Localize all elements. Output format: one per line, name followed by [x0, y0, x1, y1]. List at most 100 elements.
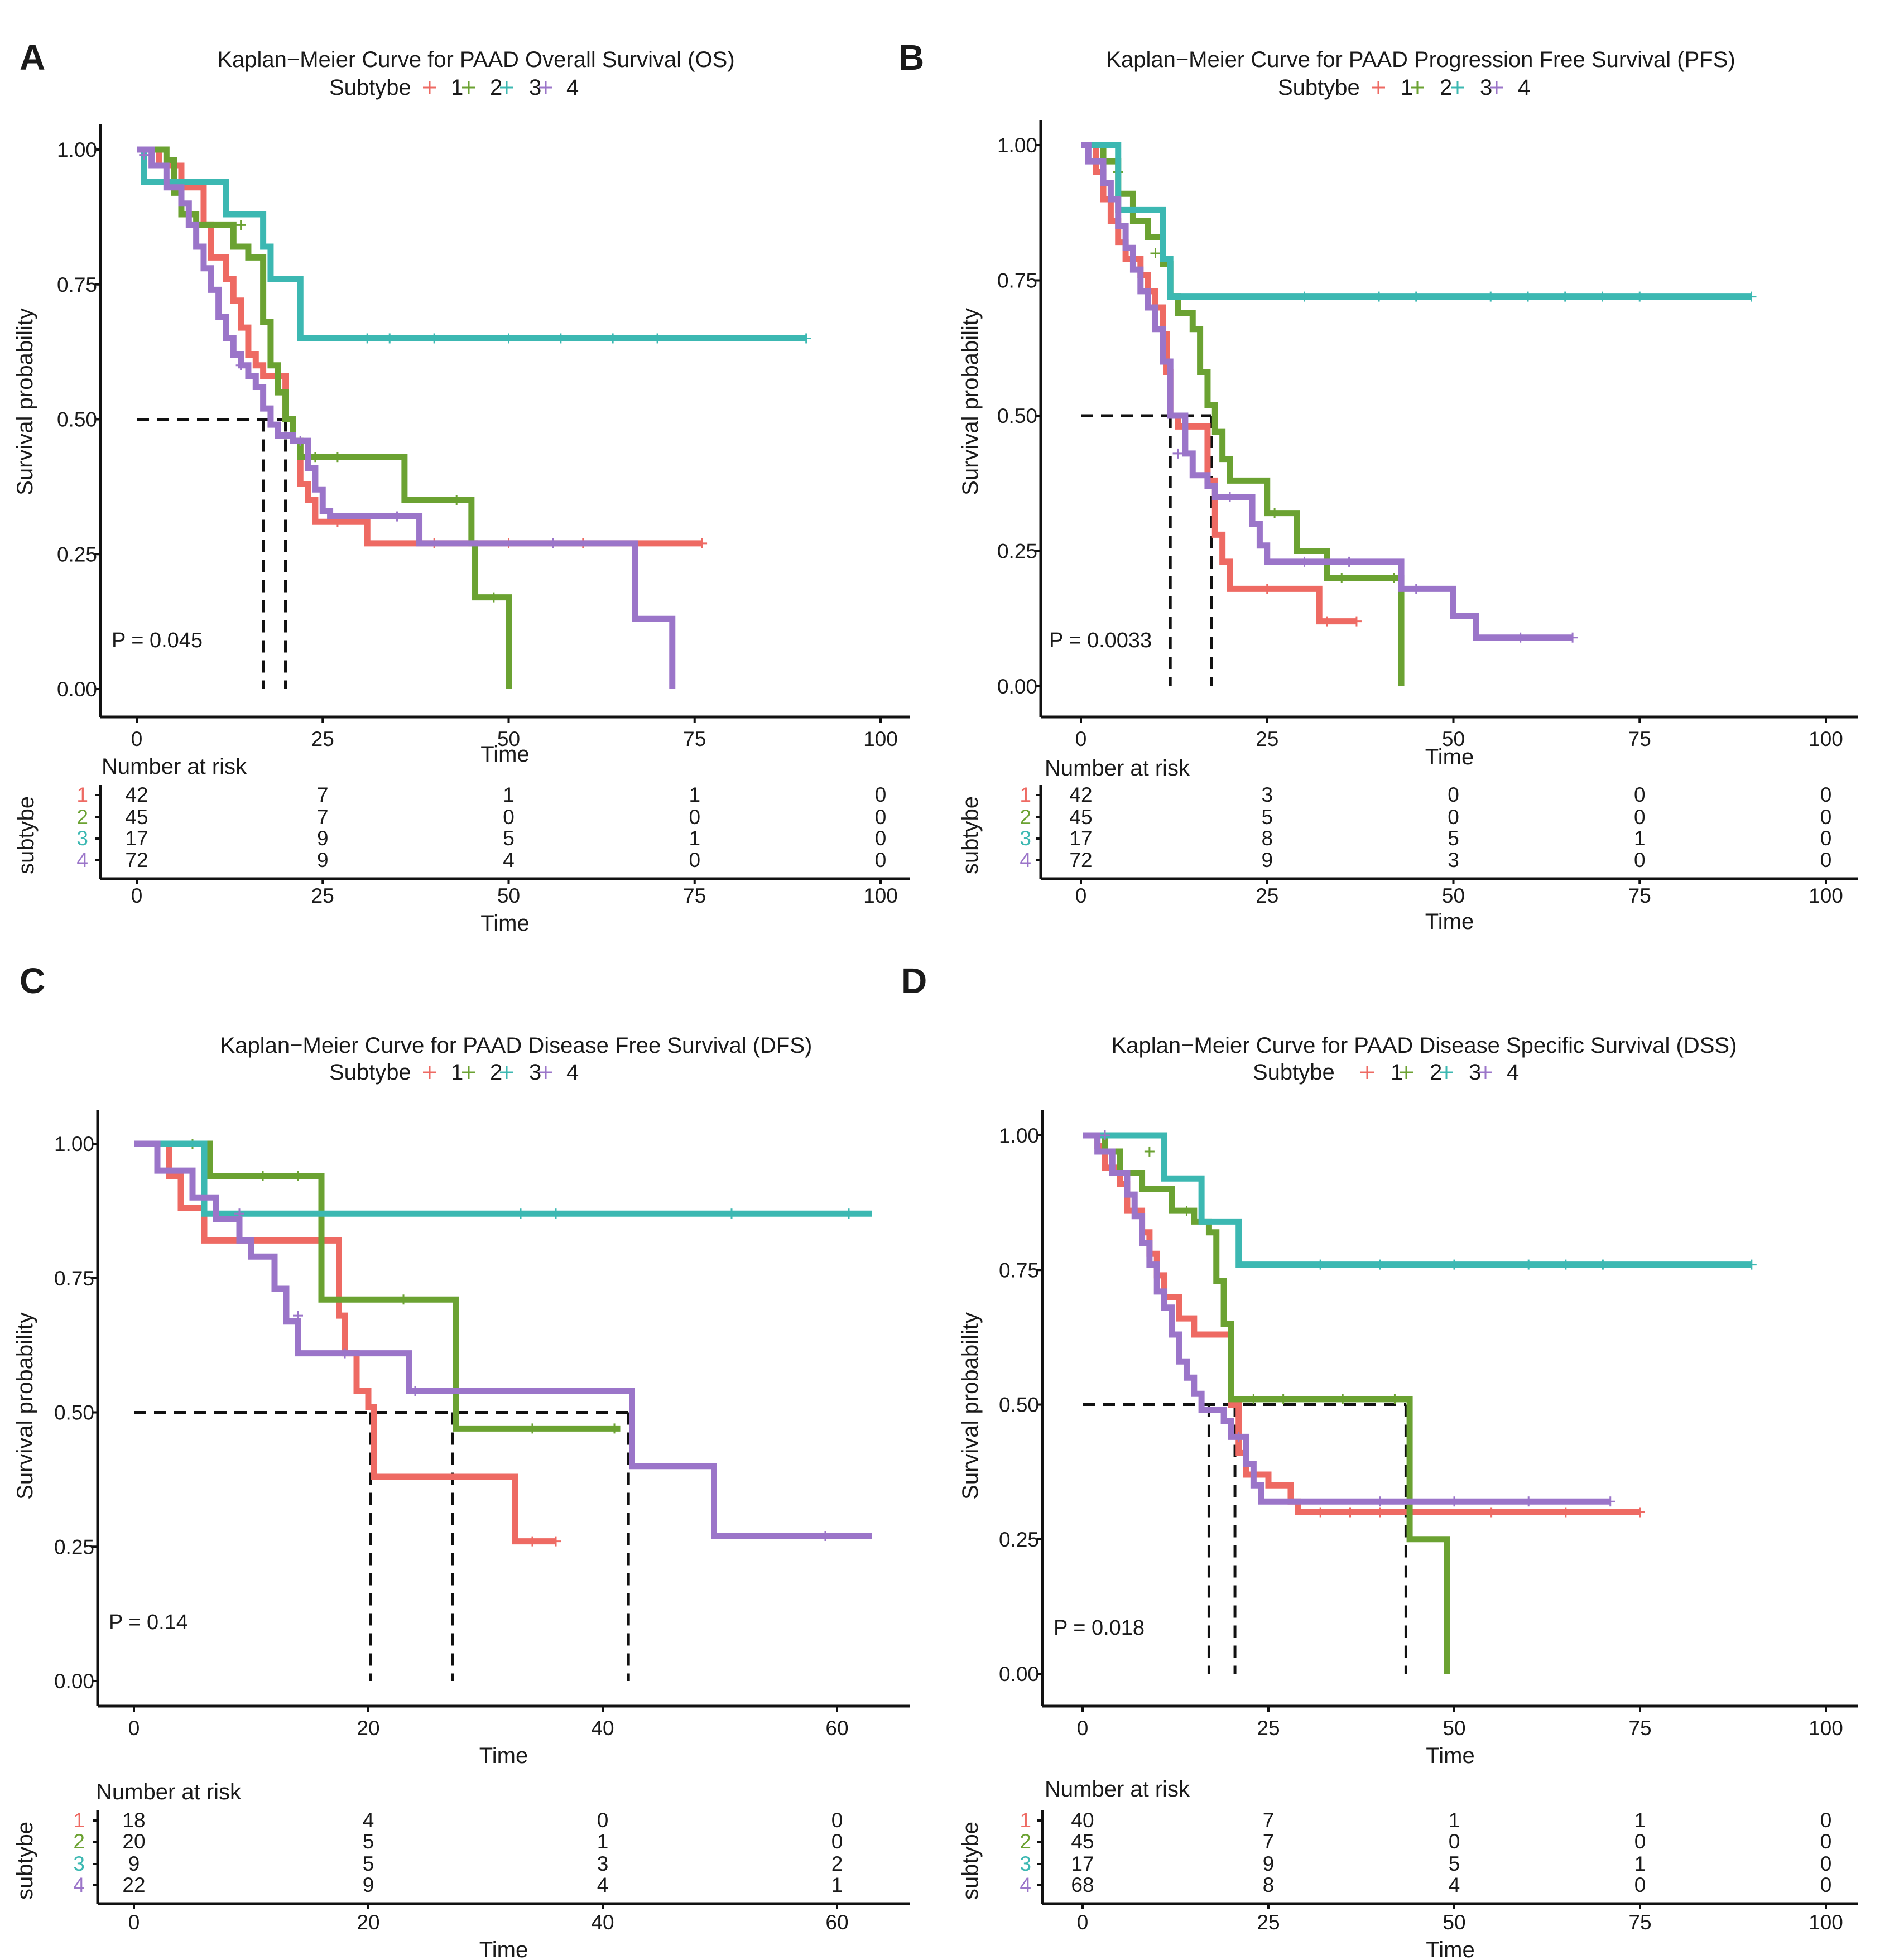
y-tick-label: 0.00 [999, 1663, 1039, 1685]
legend-label-2: 2 [490, 1060, 502, 1085]
censor-mark-4 [139, 150, 150, 160]
censor-mark-2 [451, 495, 462, 505]
censor-mark-4 [820, 1530, 830, 1541]
panel-c: C Kaplan−Meier Curve for PAAD Disease Fre… [13, 961, 910, 1960]
x-tick-label: 50 [497, 728, 520, 750]
censor-mark-1 [527, 1536, 537, 1547]
censor-mark-3 [1374, 1259, 1385, 1270]
risk-count: 1 [503, 783, 515, 806]
legend-label-4: 4 [566, 1060, 579, 1085]
censor-mark-3 [1523, 1259, 1534, 1270]
y-tick-label: 0.75 [57, 273, 97, 296]
y-tick-label: 0.00 [57, 678, 97, 701]
censor-mark-2 [235, 220, 246, 230]
x-tick-label: 50 [1442, 728, 1465, 750]
risk-count: 68 [1071, 1874, 1094, 1896]
y-axis-label: Survival probability [13, 308, 37, 495]
risk-table-y-label: subtybe [13, 1822, 37, 1900]
risk-count: 3 [1448, 849, 1459, 871]
y-tick-label: 0.50 [54, 1402, 94, 1424]
risk-table-x-tick-label: 40 [591, 1911, 614, 1934]
censor-mark-4 [1172, 448, 1183, 459]
censor-mark-2 [1388, 573, 1399, 583]
censor-mark-4 [1449, 1496, 1459, 1507]
risk-table-x-tick-label: 25 [311, 884, 334, 907]
censor-mark-3 [1485, 291, 1496, 302]
censor-mark-1 [697, 538, 708, 548]
risk-table-x-label: Time [1425, 909, 1474, 934]
risk-count: 1 [1449, 1809, 1460, 1832]
legend-label-1: 1 [1391, 1060, 1403, 1085]
risk-count: 7 [317, 783, 329, 806]
legend-title: Subtybe [329, 1060, 411, 1085]
risk-count: 42 [125, 783, 148, 806]
risk-count: 7 [1263, 1830, 1275, 1853]
censor-mark-1 [1345, 1507, 1355, 1518]
censor-mark-4 [293, 1311, 303, 1321]
legend-key-3 [500, 81, 513, 94]
censor-mark-3 [1634, 291, 1645, 302]
risk-count: 1 [1634, 1852, 1646, 1875]
legend-label-4: 4 [566, 75, 579, 100]
y-tick-label: 1.00 [997, 134, 1037, 157]
y-tick-label: 0.50 [999, 1394, 1039, 1417]
risk-count: 0 [1820, 849, 1832, 871]
censor-mark-3 [1560, 291, 1570, 302]
risk-table-x-tick-label: 100 [1809, 884, 1843, 907]
risk-count: 9 [1261, 849, 1273, 871]
censor-mark-3 [1523, 291, 1533, 302]
censor-mark-3 [1449, 1259, 1459, 1270]
censor-mark-3 [652, 333, 663, 344]
y-tick-label: 0.00 [997, 675, 1037, 698]
survival-curve-4 [134, 1140, 872, 1539]
risk-count: 0 [1634, 1874, 1646, 1896]
censor-mark-4 [548, 538, 559, 548]
x-tick-label: 25 [311, 728, 334, 750]
y-tick-label: 0.75 [999, 1259, 1039, 1282]
risk-table-x-tick-label: 75 [683, 884, 706, 907]
x-axis-label: Time [480, 742, 529, 767]
chart-title: Kaplan−Meier Curve for PAAD Disease Free… [220, 1033, 812, 1058]
survival-curve-3 [1081, 142, 1752, 300]
y-tick-label: 0.75 [54, 1267, 94, 1290]
legend-label-3: 3 [529, 75, 541, 100]
censor-mark-2 [1336, 573, 1347, 583]
risk-count: 0 [1820, 827, 1832, 850]
risk-count: 72 [1069, 849, 1092, 871]
risk-strata-label: 1 [1020, 783, 1031, 806]
risk-table-x-tick-label: 50 [1443, 1911, 1465, 1934]
censor-mark-4 [1605, 1496, 1615, 1507]
risk-table-x-tick-label: 20 [357, 1911, 379, 1934]
risk-table-x-label: Time [1426, 1938, 1474, 1960]
legend-title: Subtybe [1278, 75, 1360, 100]
censor-mark-3 [1746, 1259, 1757, 1270]
censor-mark-4 [340, 1348, 350, 1359]
survival-curve-3 [134, 1140, 872, 1217]
censor-mark-3 [1374, 291, 1384, 302]
risk-strata-label: 3 [76, 827, 88, 850]
legend-key-2 [1411, 81, 1424, 94]
censor-mark-4 [1374, 1496, 1385, 1507]
panel-letter: A [20, 37, 45, 78]
risk-count: 3 [1261, 783, 1273, 806]
survival-curve-1 [137, 146, 703, 547]
censor-mark-3 [844, 1208, 854, 1219]
risk-count: 0 [875, 849, 887, 871]
legend-label-2: 2 [1430, 1060, 1442, 1085]
risk-table-x-tick-label: 50 [497, 884, 520, 907]
legend-key-3 [500, 1066, 513, 1079]
censor-mark-3 [608, 333, 618, 344]
censor-mark-2 [1270, 508, 1280, 518]
censor-mark-3 [1411, 291, 1421, 302]
censor-mark-1 [1635, 1507, 1645, 1518]
risk-table-x-tick-label: 100 [863, 884, 898, 907]
risk-count: 0 [1820, 806, 1832, 829]
risk-count: 0 [875, 806, 887, 829]
x-tick-label: 100 [1809, 728, 1843, 750]
chart-title: Kaplan−Meier Curve for PAAD Overall Surv… [217, 47, 734, 72]
legend-label-2: 2 [490, 75, 502, 100]
risk-table-x-label: Time [480, 911, 529, 936]
censor-mark-2 [609, 1423, 619, 1434]
censor-mark-3 [551, 1208, 561, 1219]
